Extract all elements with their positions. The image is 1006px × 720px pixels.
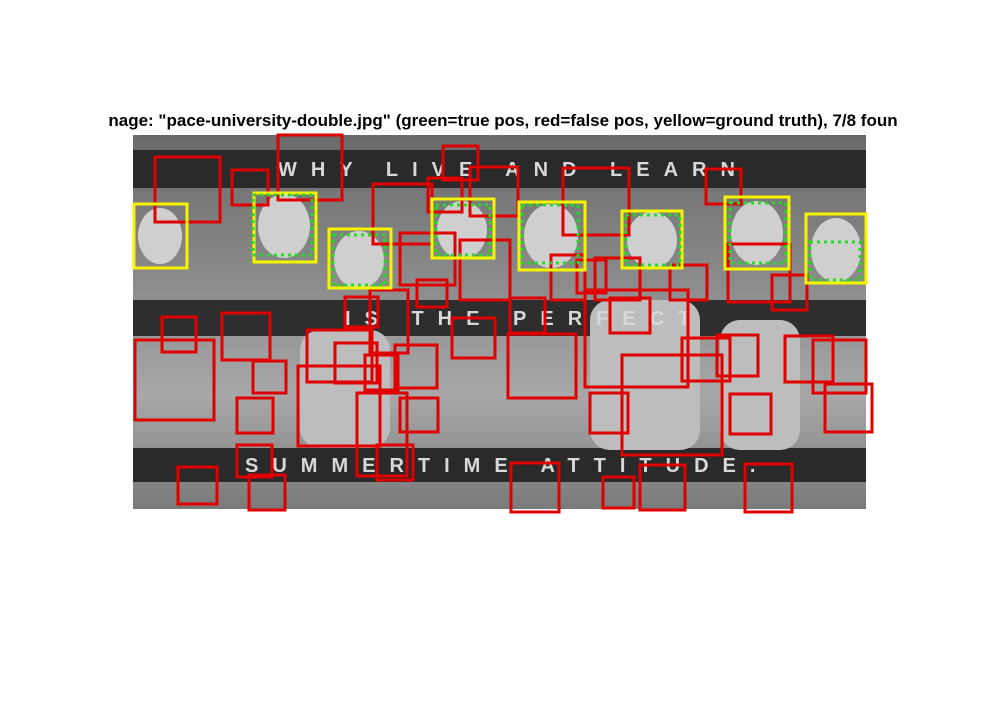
false-positive-box <box>426 176 464 214</box>
image-text: SUMMERTIME ATTITUDE. <box>245 455 769 477</box>
face <box>811 218 861 282</box>
false-positive-box <box>333 341 379 385</box>
ground-truth-box <box>620 209 684 270</box>
false-positive-box <box>823 382 874 434</box>
face <box>334 231 384 289</box>
false-positive-box <box>593 256 642 302</box>
false-positive-box <box>247 473 287 512</box>
false-positive-box <box>415 278 449 309</box>
ground-truth-box <box>517 200 587 272</box>
ground-truth-box <box>132 202 189 270</box>
false-positive-box <box>343 295 380 329</box>
false-positive-box <box>549 253 587 302</box>
false-positive-box <box>355 391 409 478</box>
false-positive-box <box>398 396 440 434</box>
true-positive-box <box>251 193 314 257</box>
false-positive-box <box>601 475 636 510</box>
face <box>731 201 783 265</box>
false-positive-box <box>588 391 630 435</box>
false-positive-box <box>728 392 773 436</box>
photo: WHY LIVE AND LEARN IS THE PERFECT SUMMER… <box>133 135 866 509</box>
false-positive-box <box>743 462 794 514</box>
face <box>138 208 182 264</box>
true-positive-box <box>331 233 387 287</box>
false-positive-box <box>620 353 724 457</box>
false-positive-box <box>160 315 198 354</box>
bodies <box>300 300 800 450</box>
false-positive-box <box>509 461 561 514</box>
false-positive-box <box>783 334 835 384</box>
false-positive-box <box>230 168 270 207</box>
false-positive-box <box>450 316 497 360</box>
false-positive-box <box>770 273 809 312</box>
true-positive-box <box>520 203 580 265</box>
false-positive-box <box>680 336 732 383</box>
body <box>720 320 800 450</box>
image-text: WHY LIVE AND LEARN <box>278 159 749 181</box>
false-positive-box <box>276 133 344 202</box>
face <box>627 212 677 268</box>
figure-title: nage: "pace-university-double.jpg" (gree… <box>108 111 897 130</box>
ground-truth-box <box>430 197 496 260</box>
image-text: IS THE PERFECT <box>345 308 704 330</box>
body <box>590 300 700 450</box>
ground-truth-box <box>723 195 791 271</box>
false-positive-box <box>608 296 652 335</box>
face <box>258 194 310 258</box>
false-positive-box <box>235 396 275 435</box>
false-positive-box <box>375 443 415 482</box>
true-positive-box <box>808 240 862 282</box>
false-positive-box <box>638 463 687 512</box>
ground-truth-box <box>327 227 393 290</box>
ground-truth-box <box>804 212 868 285</box>
true-positive-box <box>728 201 788 265</box>
body <box>300 330 390 448</box>
true-positive-box <box>434 203 492 257</box>
false-positive-box <box>458 238 512 302</box>
false-positive-box <box>506 332 578 400</box>
true-positive-box <box>624 213 682 267</box>
false-positive-box <box>811 338 868 395</box>
false-positive-box <box>235 443 274 479</box>
false-positive-box <box>220 311 272 362</box>
detections <box>132 133 874 514</box>
false-positive-box <box>575 258 608 295</box>
false-positive-box <box>296 364 382 448</box>
false-positive-box <box>368 288 410 355</box>
false-positive-box <box>393 343 439 390</box>
false-positive-box <box>251 359 288 395</box>
false-positive-box <box>176 465 219 506</box>
false-positive-box <box>726 242 792 304</box>
false-positive-box <box>133 338 216 422</box>
false-positive-box <box>363 353 400 392</box>
